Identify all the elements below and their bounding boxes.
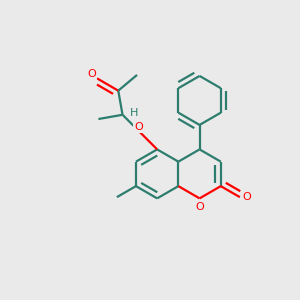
Text: O: O <box>87 69 96 79</box>
Text: O: O <box>195 202 204 212</box>
Text: O: O <box>134 122 143 132</box>
Text: O: O <box>242 192 251 202</box>
Text: H: H <box>130 108 138 118</box>
